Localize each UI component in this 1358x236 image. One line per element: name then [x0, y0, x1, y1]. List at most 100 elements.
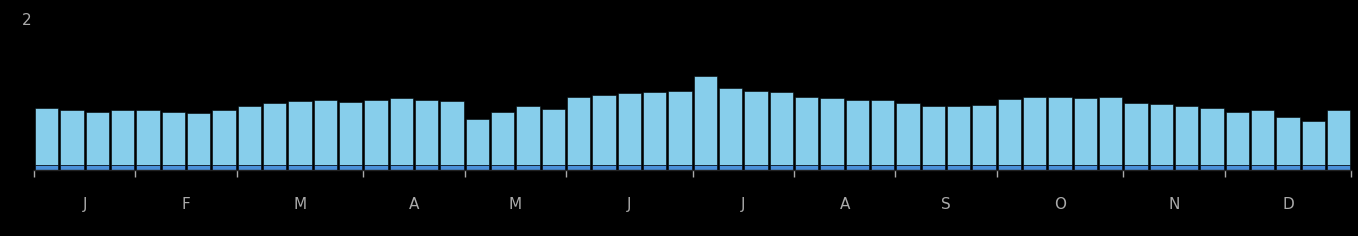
Text: F: F	[182, 197, 190, 212]
Bar	[1048, 165, 1071, 170]
Bar	[238, 106, 261, 165]
Bar	[340, 102, 363, 165]
Bar	[187, 113, 210, 165]
Bar	[111, 165, 134, 170]
Bar	[314, 100, 337, 165]
Bar	[492, 165, 515, 170]
Bar	[1124, 103, 1148, 165]
Bar	[542, 109, 565, 165]
Bar	[416, 165, 439, 170]
Bar	[162, 112, 185, 165]
Bar	[642, 165, 667, 170]
Bar	[1099, 165, 1122, 170]
Bar	[212, 110, 235, 165]
Bar	[111, 110, 134, 165]
Bar	[794, 97, 819, 165]
Bar	[972, 165, 995, 170]
Bar	[1301, 165, 1325, 170]
Bar	[1124, 165, 1148, 170]
Bar	[820, 98, 843, 165]
Bar	[136, 165, 160, 170]
Bar	[618, 165, 641, 170]
Bar	[1200, 165, 1224, 170]
Bar	[187, 165, 210, 170]
Text: M: M	[293, 197, 307, 212]
Bar	[1175, 165, 1198, 170]
Bar	[770, 165, 793, 170]
Bar	[718, 165, 743, 170]
Bar	[390, 165, 413, 170]
Bar	[1225, 112, 1249, 165]
Bar	[1225, 165, 1249, 170]
Bar	[566, 165, 591, 170]
Bar	[770, 92, 793, 165]
Bar	[466, 165, 489, 170]
Bar	[314, 165, 337, 170]
Bar	[694, 165, 717, 170]
Bar	[1200, 108, 1224, 165]
Bar	[60, 110, 84, 165]
Bar	[896, 103, 919, 165]
Text: A: A	[409, 197, 420, 212]
Bar	[136, 110, 160, 165]
Text: J: J	[741, 197, 746, 212]
Bar	[1074, 98, 1097, 165]
Bar	[668, 165, 691, 170]
Bar	[35, 165, 58, 170]
Text: N: N	[1168, 197, 1180, 212]
Text: S: S	[941, 197, 951, 212]
Bar	[922, 165, 945, 170]
Bar	[60, 165, 84, 170]
Bar	[1277, 117, 1300, 165]
Bar	[1074, 165, 1097, 170]
Bar	[718, 88, 743, 165]
Bar	[340, 165, 363, 170]
Bar	[1327, 110, 1350, 165]
Bar	[416, 100, 439, 165]
Bar	[1023, 97, 1046, 165]
Bar	[542, 165, 565, 170]
Bar	[288, 165, 311, 170]
Bar	[516, 165, 539, 170]
Bar	[947, 165, 970, 170]
Bar	[1301, 121, 1325, 165]
Bar	[1327, 165, 1350, 170]
Bar	[288, 101, 311, 165]
Bar	[998, 165, 1021, 170]
Text: D: D	[1282, 197, 1294, 212]
Bar	[440, 101, 463, 165]
Bar	[794, 165, 819, 170]
Bar	[1023, 165, 1046, 170]
Bar	[162, 165, 185, 170]
Bar	[364, 101, 387, 165]
Bar	[516, 106, 539, 165]
Text: A: A	[839, 197, 850, 212]
Bar	[86, 112, 109, 165]
Bar	[212, 165, 235, 170]
Bar	[466, 119, 489, 165]
Bar	[1175, 106, 1198, 165]
Text: J: J	[627, 197, 631, 212]
Bar	[592, 95, 615, 165]
Bar	[86, 165, 109, 170]
Bar	[896, 165, 919, 170]
Bar	[1099, 97, 1122, 165]
Bar	[694, 76, 717, 165]
Bar	[947, 106, 970, 165]
Bar	[238, 165, 261, 170]
Bar	[390, 98, 413, 165]
Bar	[1251, 110, 1274, 165]
Bar	[870, 100, 894, 165]
Bar	[492, 112, 515, 165]
Bar	[998, 99, 1021, 165]
Bar	[820, 165, 843, 170]
Bar	[642, 92, 667, 165]
Bar	[364, 165, 387, 170]
Bar	[972, 105, 995, 165]
Text: M: M	[509, 197, 521, 212]
Bar	[35, 108, 58, 165]
Bar	[870, 165, 894, 170]
Bar	[263, 165, 287, 170]
Bar	[440, 165, 463, 170]
Bar	[1251, 165, 1274, 170]
